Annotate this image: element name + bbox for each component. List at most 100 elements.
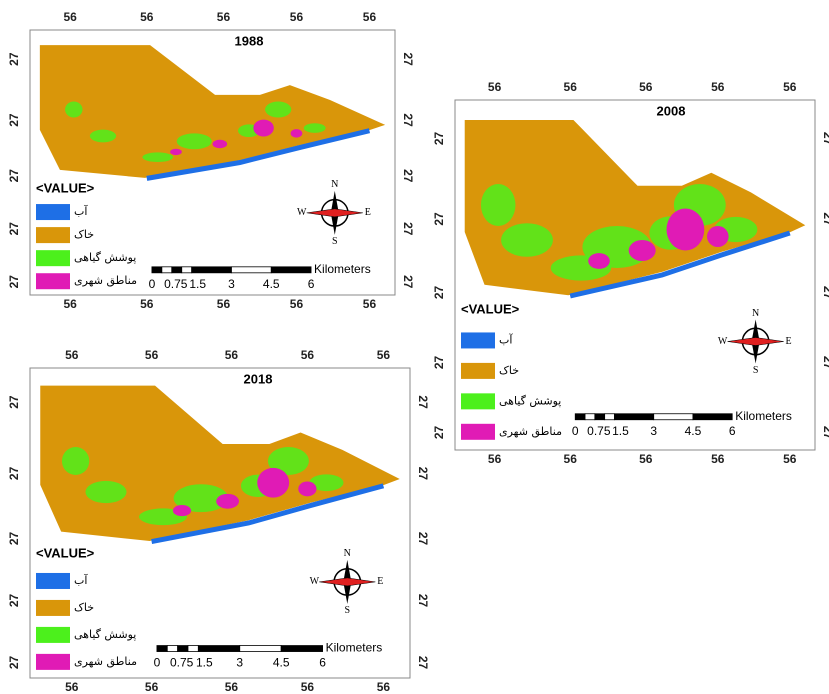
scale-label: 3 <box>650 424 657 438</box>
vegetation-patch <box>265 102 291 118</box>
scale-label: 0 <box>154 656 161 670</box>
legend-label: پوشش گیاهی <box>74 628 136 641</box>
scale-segment <box>198 646 239 652</box>
scale-segment <box>162 267 172 273</box>
figure: 1988565656565656565656562727272727272727… <box>0 0 829 694</box>
scale-segment <box>614 414 653 420</box>
legend-swatch <box>36 204 70 220</box>
legend-swatch <box>461 332 495 348</box>
map-year: 2008 <box>657 103 686 118</box>
right-coord-label: 27 <box>416 532 430 546</box>
scale-label: 0.75 <box>170 656 194 670</box>
legend-swatch <box>36 227 70 243</box>
legend-swatch <box>36 600 70 616</box>
bottom-coord-label: 56 <box>63 297 77 311</box>
right-coord-label: 27 <box>401 113 415 127</box>
compass-ew <box>319 578 375 586</box>
urban-patch <box>291 129 303 137</box>
vegetation-patch <box>481 184 516 226</box>
scale-segment <box>231 267 271 273</box>
right-coord-label: 27 <box>416 594 430 608</box>
scale-unit: Kilometers <box>314 262 371 276</box>
scale-segment <box>192 267 232 273</box>
top-coord-label: 56 <box>217 10 231 24</box>
left-coord-label: 27 <box>432 212 446 226</box>
right-coord-label: 27 <box>401 169 415 183</box>
left-coord-label: 27 <box>7 169 21 183</box>
urban-patch <box>170 149 182 155</box>
vegetation-patch <box>177 133 212 149</box>
scale-segment <box>188 646 198 652</box>
scale-unit: Kilometers <box>735 409 792 423</box>
legend-swatch <box>36 573 70 589</box>
right-coord-label: 27 <box>416 395 430 409</box>
urban-patch <box>173 505 191 516</box>
legend-label: مناطق شهری <box>499 425 562 439</box>
left-coord-label: 27 <box>7 275 21 289</box>
scale-segment <box>595 414 605 420</box>
scale-segment <box>654 414 693 420</box>
compass-s: S <box>345 605 351 616</box>
legend-label: آب <box>74 204 88 218</box>
scale-label: 6 <box>308 277 315 291</box>
scale-label: 1.5 <box>196 656 213 670</box>
left-coord-label: 27 <box>7 222 21 236</box>
scale-label: 4.5 <box>273 656 290 670</box>
scale-label: 1.5 <box>612 424 629 438</box>
left-coord-label: 27 <box>7 52 21 66</box>
legend-swatch <box>36 273 70 289</box>
bottom-coord-label: 56 <box>564 452 578 466</box>
scale-label: 3 <box>228 277 235 291</box>
legend-label: آب <box>499 332 513 346</box>
legend-label: خاک <box>499 364 519 377</box>
scale-segment <box>157 646 167 652</box>
right-coord-label: 27 <box>401 222 415 236</box>
bottom-coord-label: 56 <box>377 680 391 694</box>
bottom-coord-label: 56 <box>783 452 797 466</box>
right-coord-label: 27 <box>821 286 829 300</box>
bottom-coord-label: 56 <box>488 452 502 466</box>
top-coord-label: 56 <box>301 348 315 362</box>
legend-label: خاک <box>74 228 94 241</box>
bottom-coord-label: 56 <box>363 297 377 311</box>
legend-label: پوشش گیاهی <box>74 251 136 264</box>
scale-label: 0.75 <box>164 277 188 291</box>
left-coord-label: 27 <box>7 532 21 546</box>
top-coord-label: 56 <box>639 80 653 94</box>
legend-label: خاک <box>74 601 94 614</box>
vegetation-patch <box>65 102 83 118</box>
vegetation-patch <box>142 152 173 162</box>
compass-s: S <box>753 365 759 376</box>
compass-n: N <box>752 308 759 319</box>
right-coord-label: 27 <box>416 656 430 670</box>
left-coord-label: 27 <box>7 466 21 480</box>
scale-segment <box>240 646 281 652</box>
map-panel: 2008565656565656565656562727272727272727… <box>432 80 829 466</box>
scale-segment <box>271 267 311 273</box>
map-panel: 2018565656565656565656562727272727272727… <box>7 348 430 694</box>
land-area <box>40 45 385 178</box>
scale-segment <box>172 267 182 273</box>
scale-segment <box>575 414 585 420</box>
right-coord-label: 27 <box>821 132 829 146</box>
bottom-coord-label: 56 <box>290 297 304 311</box>
compass-e: E <box>365 207 371 218</box>
compass-w: W <box>718 336 728 347</box>
legend-title: <VALUE> <box>461 301 520 316</box>
scale-segment <box>585 414 595 420</box>
map-year: 2018 <box>244 371 273 386</box>
scale-label: 4.5 <box>263 277 280 291</box>
top-coord-label: 56 <box>783 80 797 94</box>
legend-swatch <box>461 424 495 440</box>
right-coord-label: 27 <box>821 426 829 440</box>
land-area <box>40 386 399 541</box>
top-coord-label: 56 <box>488 80 502 94</box>
bottom-coord-label: 56 <box>217 297 231 311</box>
top-coord-label: 56 <box>363 10 377 24</box>
vegetation-patch <box>85 481 126 503</box>
top-coord-label: 56 <box>377 348 391 362</box>
legend-swatch <box>36 250 70 266</box>
bottom-coord-label: 56 <box>225 680 239 694</box>
vegetation-patch <box>62 447 89 475</box>
urban-patch <box>588 253 610 269</box>
